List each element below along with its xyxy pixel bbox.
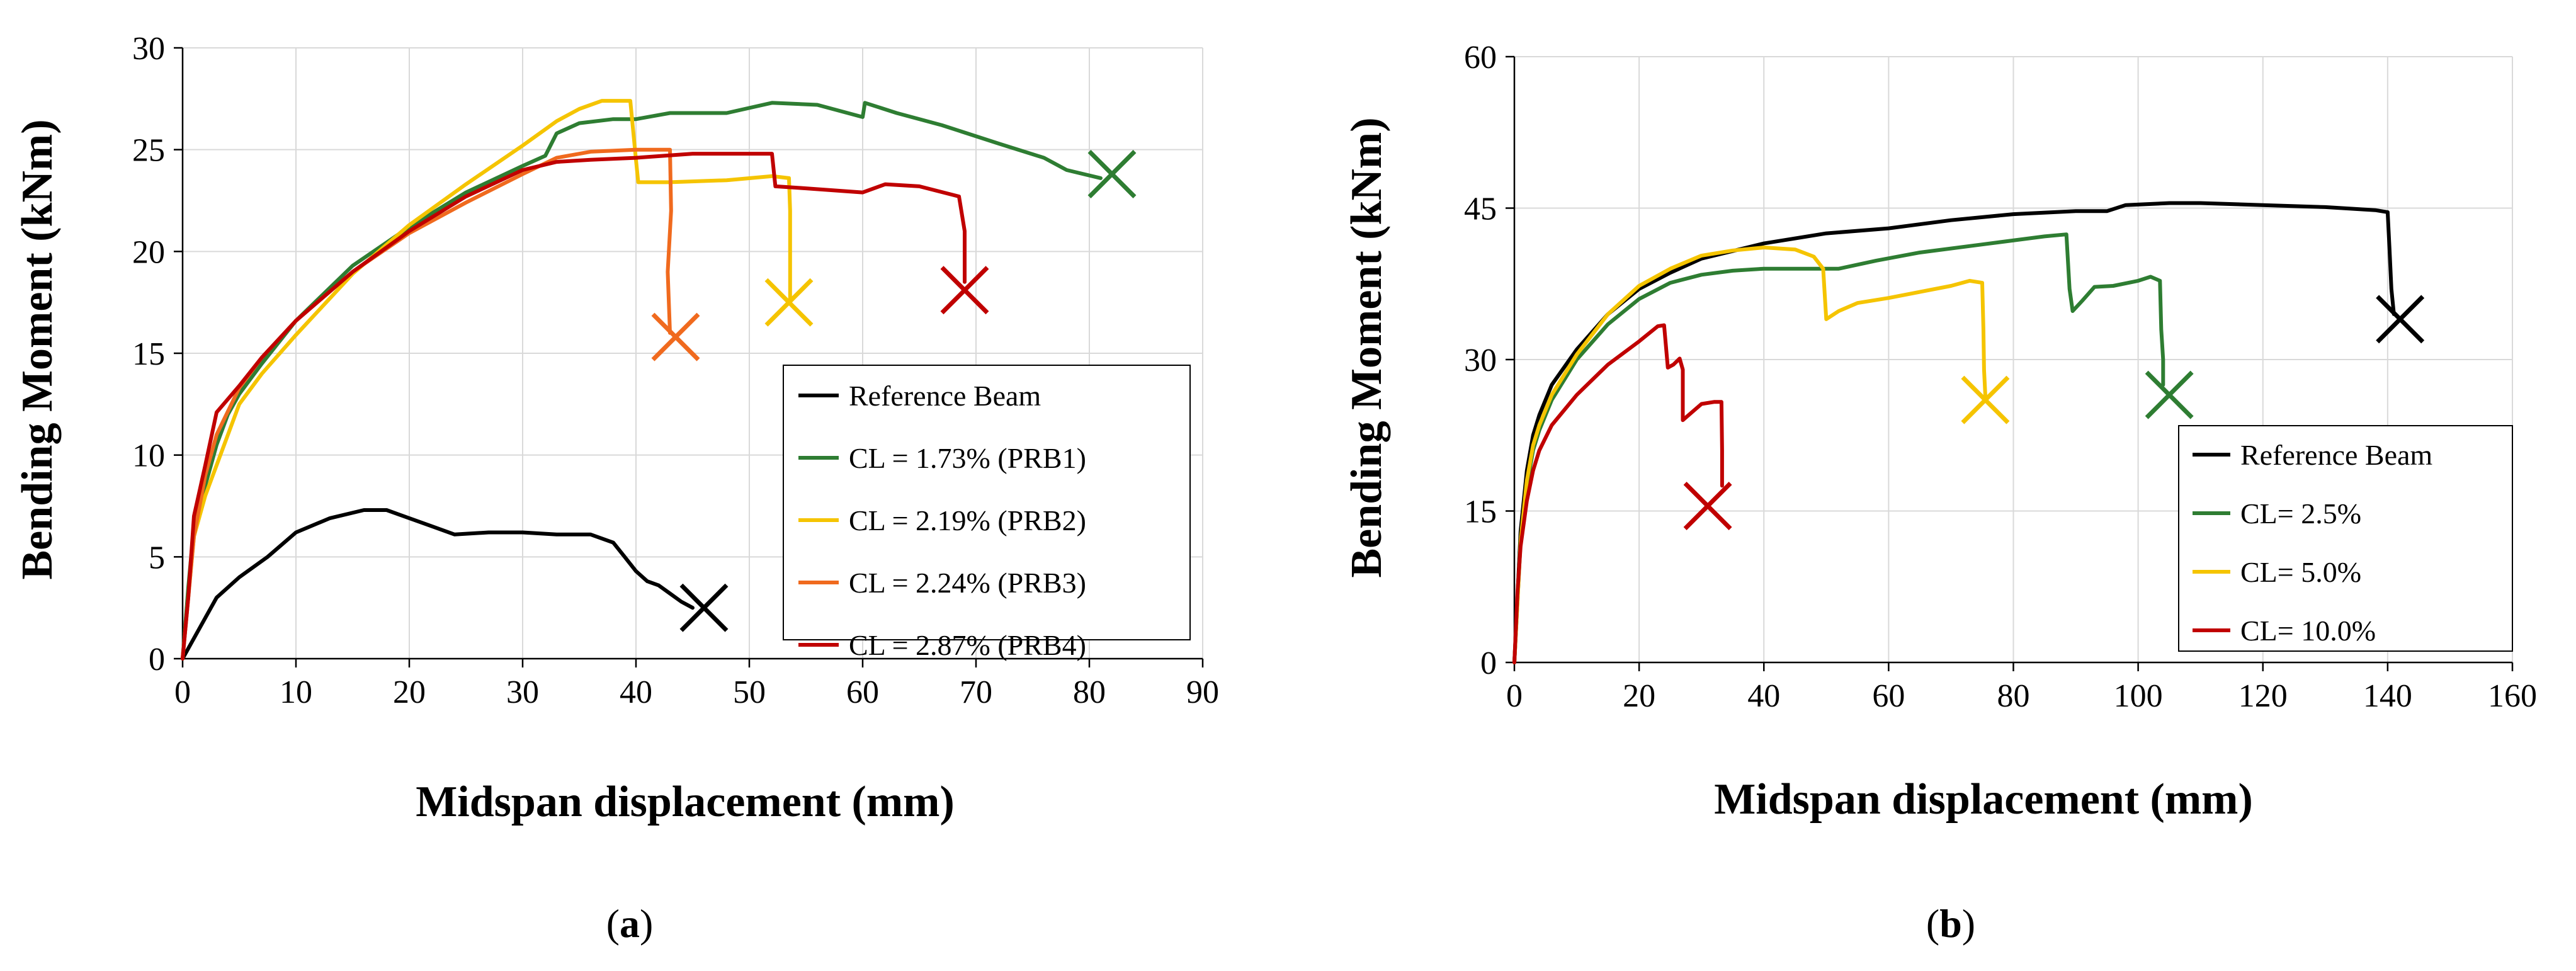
panel-a-x-tick-label-40: 40 [620,674,652,710]
panel-a-x-tick-label-30: 30 [506,674,539,710]
panel-b-x-tick-label-60: 60 [1872,678,1905,714]
panel-a-legend-label-cl-2-24-prb3: CL = 2.24% (PRB3) [849,567,1086,599]
panel-a-x-axis-title: Midspan displacement (mm) [416,778,955,826]
panel-b-x-tick-label-40: 40 [1747,678,1780,714]
panel-b-y-tick-label-15: 15 [1464,494,1497,530]
panel-a-series-reference-beam [181,508,695,661]
panel-a-legend-label-cl-1-73-prb1: CL = 1.73% (PRB1) [849,442,1086,474]
panel-a-x-tick-label-60: 60 [846,674,879,710]
panel-b-x-axis-title: Midspan displacement (mm) [1714,775,2253,824]
panel-b-series-cl-2-5 [1512,232,2165,664]
panel-b-x-tick-label-20: 20 [1623,678,1655,714]
panel-a-x-tick-label-10: 10 [280,674,312,710]
panel-a-plot: 0 10 20 30 40 50 60 70 80 90 0 5 10 15 20 25 30 [132,31,1219,710]
panel-a: Bending Moment (kNm) Midspan displacemen… [13,31,1219,946]
panel-b-failure-marker-reference-beam [2376,295,2425,344]
panel-a-y-tick-label-5: 5 [149,540,165,576]
panel-a-y-tick-label-15: 15 [132,336,165,372]
panel-a-y-tick-label-10: 10 [132,438,165,474]
panel-b-caption: (b) [1926,901,1975,946]
panel-a-y-tick-label-0: 0 [149,642,165,678]
panel-b-failure-marker-cl-10-0 [1683,482,1732,530]
panel-a-y-axis-title: Bending Moment (kNm) [13,119,62,579]
panel-a-series-cl-2-19-prb2 [181,99,792,661]
panel-a-failure-marker-reference-beam [679,583,729,632]
panel-b-legend-label-cl-2-5: CL= 2.5% [2240,497,2361,530]
panel-b-legend-label-cl-10-0: CL= 10.0% [2240,615,2376,647]
panel-b-x-tick-label-160: 160 [2488,678,2537,714]
panel-a-failure-marker-cl-1-73-prb1 [1087,149,1137,198]
panel-b-y-tick-label-60: 60 [1464,40,1497,76]
panel-a-x-tick-label-80: 80 [1073,674,1106,710]
panel-a-legend-label-cl-2-87-prb4: CL = 2.87% (PRB4) [849,629,1086,661]
panel-a-series-cl-2-24-prb3 [181,147,673,661]
panel-a-failure-marker-cl-2-24-prb3 [651,312,700,361]
panel-a-series-cl-2-87-prb4 [181,152,967,661]
panel-b-failure-marker-cl-2-5 [2145,370,2194,419]
panel-b-series-cl-10-0 [1512,323,1724,664]
panel-a-caption: (a) [606,901,654,946]
panel-b-x-tick-label-140: 140 [2363,678,2412,714]
panel-a-failure-marker-cl-2-19-prb2 [764,278,814,327]
panel-b-x-tick-label-80: 80 [1997,678,2030,714]
panel-a-failure-marker-cl-2-87-prb4 [940,266,989,315]
panel-b-series-cl-5-0 [1512,246,1987,664]
panel-a-x-tick-label-0: 0 [174,674,191,710]
panel-b-legend-label-reference-beam: Reference Beam [2240,439,2432,471]
panel-b-x-tick-label-0: 0 [1506,678,1523,714]
panel-b-x-tick-label-100: 100 [2114,678,2163,714]
panel-b-y-tick-label-0: 0 [1480,645,1497,681]
panel-b-legend: Reference Beam CL= 2.5% CL= 5.0% CL= 10.0% [2178,425,2513,652]
panel-b-legend-label-cl-5-0: CL= 5.0% [2240,556,2361,588]
panel-a-legend-box [783,365,1191,640]
panel-a-legend-label-cl-2-19-prb2: CL = 2.19% (PRB2) [849,504,1086,537]
panel-a-x-tick-label-50: 50 [733,674,766,710]
panel-a-x-tick-label-90: 90 [1186,674,1219,710]
panel-a-legend-label-reference-beam: Reference Beam [849,380,1041,412]
panel-a-legend: Reference Beam CL = 1.73% (PRB1) CL = 2.19… [783,365,1191,661]
panel-a-x-tick-label-20: 20 [393,674,426,710]
panel-a-x-tick-label-70: 70 [960,674,992,710]
panel-a-y-tick-label-25: 25 [132,133,165,169]
panel-b-y-axis-title: Bending Moment (kNm) [1342,117,1391,577]
panel-b-failure-marker-cl-5-0 [1961,375,2010,424]
panel-b-y-tick-label-45: 45 [1464,191,1497,227]
panel-b-x-tick-label-120: 120 [2238,678,2288,714]
panel-a-y-tick-label-20: 20 [132,234,165,270]
panel-a-y-tick-label-30: 30 [132,31,165,67]
panel-b-y-tick-label-30: 30 [1464,343,1497,378]
panel-b: Bending Moment (kNm) Midspan displacemen… [1342,40,2537,946]
panel-b-series-reference-beam [1512,201,2396,664]
panel-b-plot: 0 20 40 60 80 100 120 140 160 0 15 30 45 60 [1464,40,2537,714]
panel-b-legend-box [2178,425,2513,652]
